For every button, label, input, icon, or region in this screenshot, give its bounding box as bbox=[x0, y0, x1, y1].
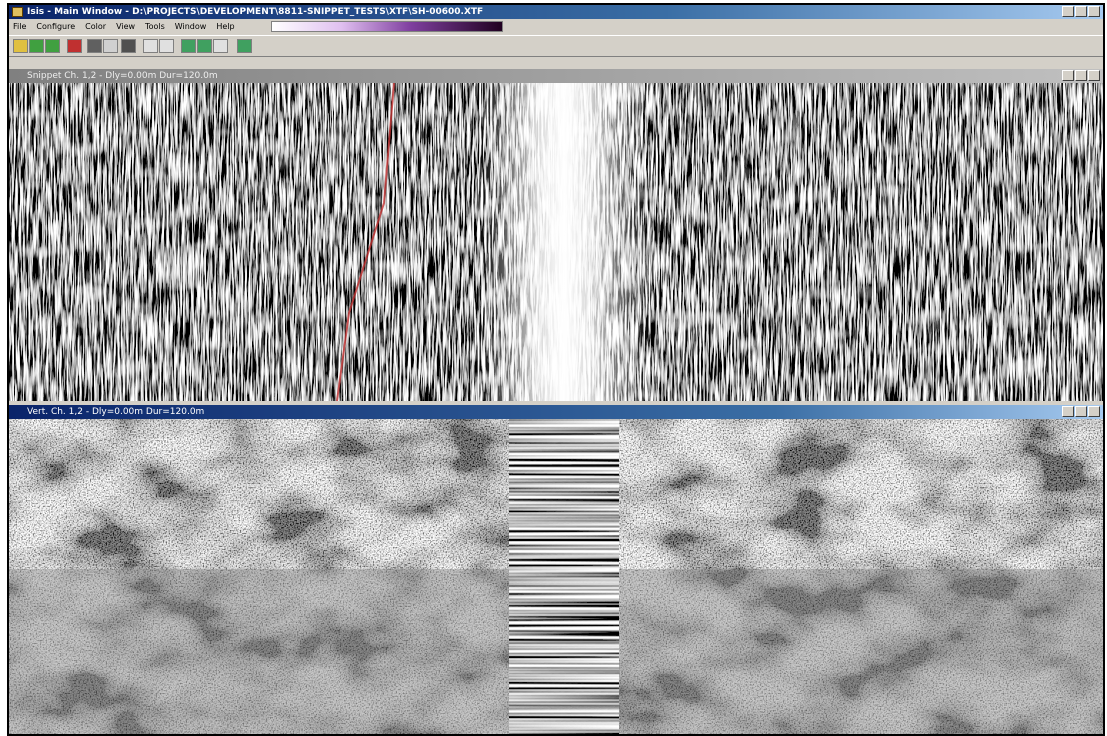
menu-item[interactable]: Window bbox=[175, 20, 207, 33]
panel-controls bbox=[1062, 70, 1100, 81]
menu-item[interactable]: View bbox=[116, 20, 135, 33]
panel-title: Snippet Ch. 1,2 - Dly=0.00m Dur=120.0m bbox=[27, 71, 218, 81]
app-icon bbox=[12, 7, 23, 17]
menu-bar: File Configure Color View Tools Window Help bbox=[9, 20, 1103, 33]
toolbar-button[interactable] bbox=[13, 39, 28, 53]
window-controls bbox=[1062, 6, 1100, 17]
toolbar-button[interactable] bbox=[45, 39, 60, 53]
toolbar-button[interactable] bbox=[67, 39, 82, 53]
color-bar bbox=[271, 21, 503, 32]
title-bar: Isis - Main Window - D:\PROJECTS\DEVELOP… bbox=[9, 5, 1103, 19]
toolbar-button[interactable] bbox=[143, 39, 158, 53]
close[interactable] bbox=[1088, 70, 1100, 81]
window-title: Isis - Main Window - D:\PROJECTS\DEVELOP… bbox=[27, 7, 483, 17]
minimize[interactable] bbox=[1062, 70, 1074, 81]
app-window: Isis - Main Window - D:\PROJECTS\DEVELOP… bbox=[7, 3, 1105, 736]
toolbar-button[interactable] bbox=[237, 39, 252, 53]
close[interactable] bbox=[1088, 406, 1100, 417]
maximize[interactable] bbox=[1075, 406, 1087, 417]
menu-item[interactable]: Help bbox=[216, 20, 234, 33]
close[interactable] bbox=[1088, 6, 1100, 17]
snippet-image bbox=[9, 83, 1103, 401]
toolbar-button[interactable] bbox=[159, 39, 174, 53]
panel-title-bar: Vert. Ch. 1,2 - Dly=0.00m Dur=120.0m bbox=[9, 405, 1103, 419]
maximize[interactable] bbox=[1075, 6, 1087, 17]
toolbar-button[interactable] bbox=[197, 39, 212, 53]
panel-title-bar: Snippet Ch. 1,2 - Dly=0.00m Dur=120.0m bbox=[9, 69, 1103, 83]
menu-item[interactable]: File bbox=[13, 20, 26, 33]
minimize[interactable] bbox=[1062, 6, 1074, 17]
toolbar-button[interactable] bbox=[103, 39, 118, 53]
panel-controls bbox=[1062, 406, 1100, 417]
menu-item[interactable]: Color bbox=[85, 20, 106, 33]
panel-title: Vert. Ch. 1,2 - Dly=0.00m Dur=120.0m bbox=[27, 407, 204, 417]
vertical-image bbox=[9, 419, 1103, 734]
maximize[interactable] bbox=[1075, 70, 1087, 81]
toolbar bbox=[9, 35, 1103, 57]
toolbar-button[interactable] bbox=[213, 39, 228, 53]
toolbar-button[interactable] bbox=[87, 39, 102, 53]
menu-item[interactable]: Tools bbox=[145, 20, 165, 33]
minimize[interactable] bbox=[1062, 406, 1074, 417]
toolbar-button[interactable] bbox=[121, 39, 136, 53]
toolbar-button[interactable] bbox=[181, 39, 196, 53]
toolbar-button[interactable] bbox=[29, 39, 44, 53]
menu-item[interactable]: Configure bbox=[36, 20, 75, 33]
